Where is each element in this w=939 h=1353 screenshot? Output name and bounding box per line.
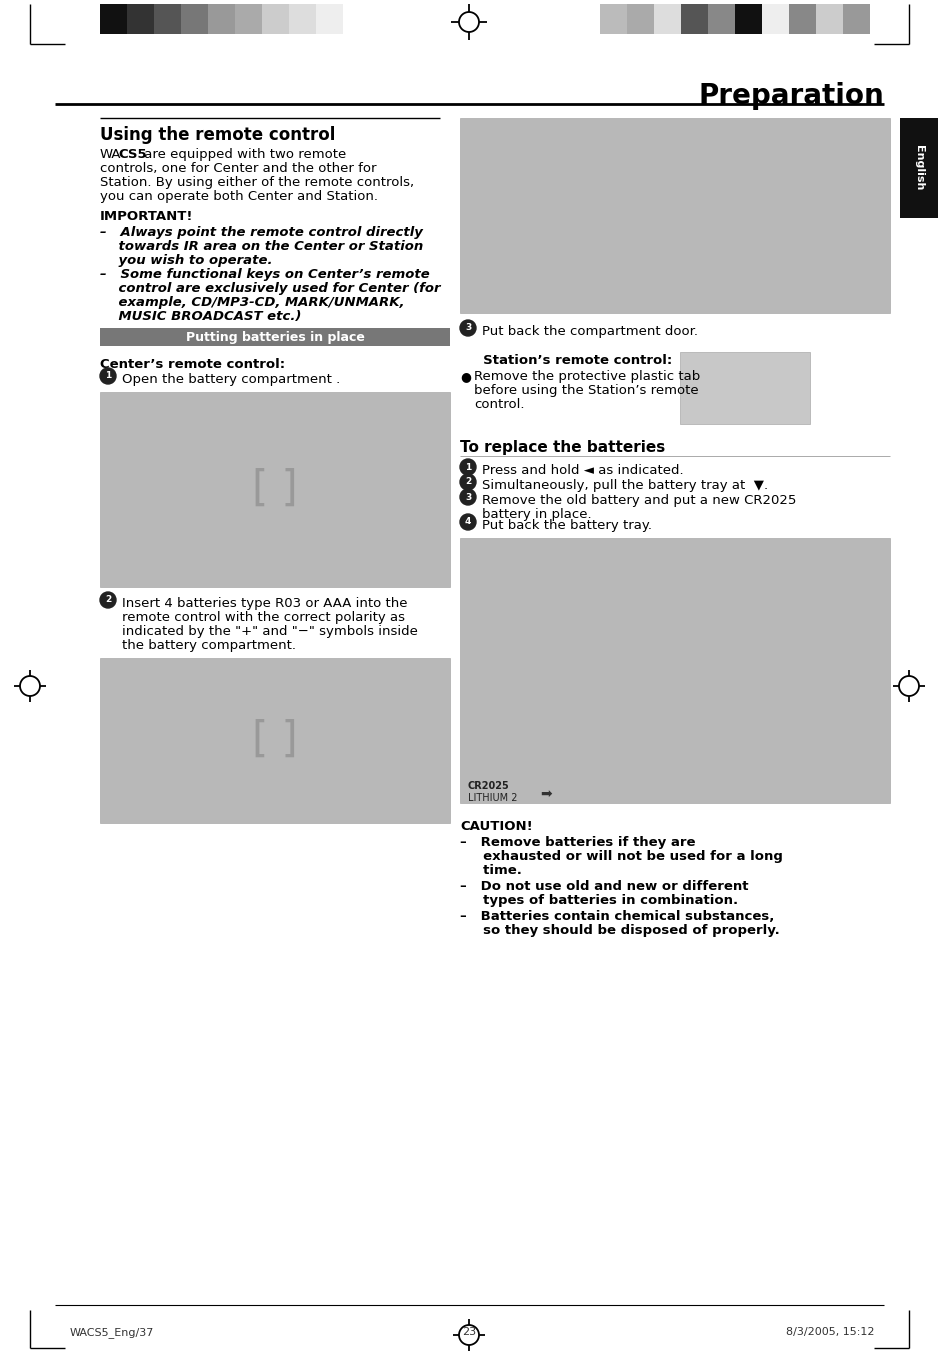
Bar bbox=[316, 4, 343, 34]
Bar bbox=[816, 4, 843, 34]
Text: Center’s remote control:: Center’s remote control: bbox=[100, 359, 285, 371]
Text: Put back the battery tray.: Put back the battery tray. bbox=[482, 520, 652, 532]
Text: 1: 1 bbox=[105, 372, 111, 380]
Bar bbox=[235, 4, 262, 34]
Text: Putting batteries in place: Putting batteries in place bbox=[186, 330, 364, 344]
Text: example, CD/MP3-CD, MARK/UNMARK,: example, CD/MP3-CD, MARK/UNMARK, bbox=[100, 296, 405, 308]
Circle shape bbox=[460, 321, 476, 336]
Circle shape bbox=[460, 514, 476, 530]
Text: before using the Station’s remote: before using the Station’s remote bbox=[474, 384, 699, 396]
Text: English: English bbox=[914, 145, 924, 191]
Text: control are exclusively used for Center (for: control are exclusively used for Center … bbox=[100, 281, 440, 295]
Text: Station. By using either of the remote controls,: Station. By using either of the remote c… bbox=[100, 176, 414, 189]
Text: battery in place.: battery in place. bbox=[482, 507, 592, 521]
Bar bbox=[289, 4, 316, 34]
Bar bbox=[681, 4, 708, 34]
Text: CR2025: CR2025 bbox=[468, 781, 510, 792]
Bar bbox=[181, 4, 208, 34]
Text: Press and hold ◄ as indicated.: Press and hold ◄ as indicated. bbox=[482, 464, 684, 478]
Text: [ ]: [ ] bbox=[253, 718, 298, 760]
Bar bbox=[100, 4, 127, 34]
Bar bbox=[460, 118, 890, 313]
Bar bbox=[100, 392, 450, 587]
Bar bbox=[600, 4, 627, 34]
Bar bbox=[208, 4, 235, 34]
Bar bbox=[127, 4, 154, 34]
Text: exhausted or will not be used for a long: exhausted or will not be used for a long bbox=[460, 850, 783, 863]
Bar bbox=[680, 352, 810, 423]
Circle shape bbox=[460, 488, 476, 505]
Text: controls, one for Center and the other for: controls, one for Center and the other f… bbox=[100, 162, 377, 175]
Text: Open the battery compartment .: Open the battery compartment . bbox=[122, 373, 340, 386]
Text: –   Batteries contain chemical substances,: – Batteries contain chemical substances, bbox=[460, 911, 775, 923]
Text: towards IR area on the Center or Station: towards IR area on the Center or Station bbox=[100, 239, 423, 253]
Bar bbox=[627, 4, 654, 34]
Text: 8/3/2005, 15:12: 8/3/2005, 15:12 bbox=[786, 1327, 874, 1337]
Text: time.: time. bbox=[460, 865, 522, 877]
Bar bbox=[460, 538, 890, 802]
Text: are equipped with two remote: are equipped with two remote bbox=[140, 147, 346, 161]
Text: Station’s remote control:: Station’s remote control: bbox=[460, 354, 672, 367]
Bar bbox=[735, 4, 762, 34]
Bar bbox=[100, 327, 450, 346]
Text: ➡: ➡ bbox=[540, 787, 551, 801]
Circle shape bbox=[100, 368, 116, 384]
Text: 2: 2 bbox=[105, 595, 111, 605]
Text: 2: 2 bbox=[465, 478, 471, 487]
Circle shape bbox=[460, 459, 476, 475]
Text: Preparation: Preparation bbox=[699, 83, 884, 110]
Text: 3: 3 bbox=[465, 323, 471, 333]
Text: 23: 23 bbox=[462, 1327, 476, 1337]
Bar bbox=[900, 118, 938, 218]
Text: –   Some functional keys on Center’s remote: – Some functional keys on Center’s remot… bbox=[100, 268, 430, 281]
Text: LITHIUM 2: LITHIUM 2 bbox=[468, 793, 517, 802]
Text: To replace the batteries: To replace the batteries bbox=[460, 440, 665, 455]
Circle shape bbox=[100, 593, 116, 607]
Bar bbox=[262, 4, 289, 34]
Text: Put back the compartment door.: Put back the compartment door. bbox=[482, 325, 698, 338]
Text: 4: 4 bbox=[465, 517, 471, 526]
Text: remote control with the correct polarity as: remote control with the correct polarity… bbox=[122, 612, 405, 624]
Text: –   Do not use old and new or different: – Do not use old and new or different bbox=[460, 879, 748, 893]
Text: you can operate both Center and Station.: you can operate both Center and Station. bbox=[100, 189, 378, 203]
Text: types of batteries in combination.: types of batteries in combination. bbox=[460, 894, 738, 907]
Text: [ ]: [ ] bbox=[253, 468, 298, 510]
Text: 1: 1 bbox=[465, 463, 471, 471]
Text: the battery compartment.: the battery compartment. bbox=[122, 639, 296, 652]
Bar bbox=[154, 4, 181, 34]
Text: –   Remove batteries if they are: – Remove batteries if they are bbox=[460, 836, 696, 848]
Text: Insert 4 batteries type R03 or AAA into the: Insert 4 batteries type R03 or AAA into … bbox=[122, 597, 408, 610]
Text: Remove the old battery and put a new CR2025: Remove the old battery and put a new CR2… bbox=[482, 494, 796, 507]
Text: WA: WA bbox=[100, 147, 121, 161]
Text: –   Always point the remote control directly: – Always point the remote control direct… bbox=[100, 226, 423, 239]
Text: Using the remote control: Using the remote control bbox=[100, 126, 335, 143]
Bar bbox=[654, 4, 681, 34]
Text: MUSIC BROADCAST etc.): MUSIC BROADCAST etc.) bbox=[100, 310, 301, 323]
Text: indicated by the "+" and "−" symbols inside: indicated by the "+" and "−" symbols ins… bbox=[122, 625, 418, 639]
Text: you wish to operate.: you wish to operate. bbox=[100, 254, 272, 267]
Bar bbox=[708, 4, 735, 34]
Text: control.: control. bbox=[474, 398, 525, 411]
Text: ●: ● bbox=[460, 369, 470, 383]
Circle shape bbox=[460, 474, 476, 490]
Text: so they should be disposed of properly.: so they should be disposed of properly. bbox=[460, 924, 779, 938]
Bar bbox=[100, 658, 450, 823]
Text: IMPORTANT!: IMPORTANT! bbox=[100, 210, 193, 223]
Bar bbox=[789, 4, 816, 34]
Text: Simultaneously, pull the battery tray at  ▼.: Simultaneously, pull the battery tray at… bbox=[482, 479, 768, 492]
Text: CS5: CS5 bbox=[118, 147, 146, 161]
Text: 3: 3 bbox=[465, 492, 471, 502]
Bar bbox=[343, 4, 370, 34]
Bar bbox=[762, 4, 789, 34]
Text: CAUTION!: CAUTION! bbox=[460, 820, 532, 833]
Text: Remove the protective plastic tab: Remove the protective plastic tab bbox=[474, 369, 700, 383]
Bar bbox=[843, 4, 870, 34]
Text: WACS5_Eng/37: WACS5_Eng/37 bbox=[70, 1327, 154, 1338]
